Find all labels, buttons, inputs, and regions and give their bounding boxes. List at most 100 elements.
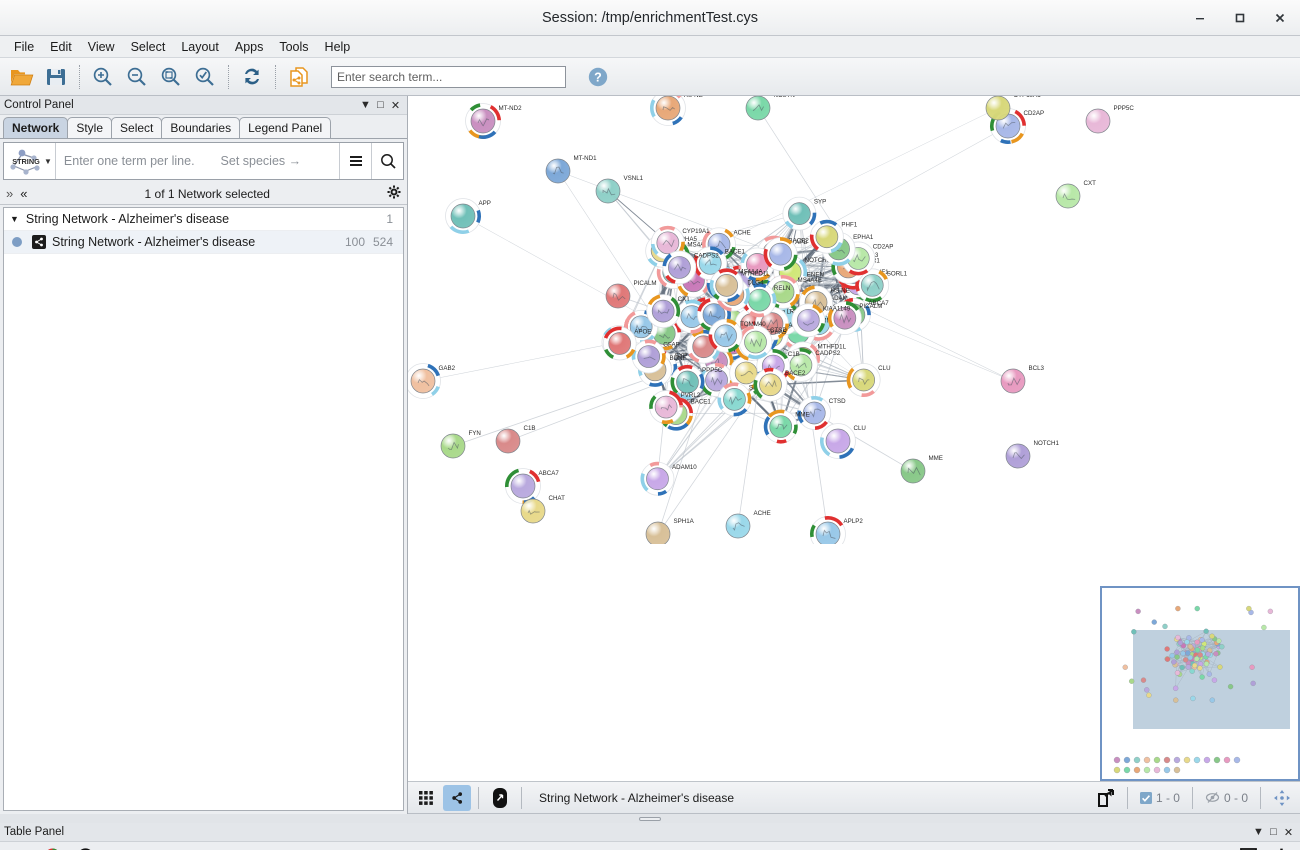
network-view-icon[interactable]: [443, 784, 471, 811]
search-input[interactable]: Enter search term...: [331, 65, 566, 88]
network-node[interactable]: MME: [900, 455, 943, 484]
network-node[interactable]: CADPS2: [783, 348, 841, 382]
zoom-fit-icon[interactable]: [155, 62, 187, 92]
network-node[interactable]: PHF1: [809, 219, 858, 254]
splitter-grip[interactable]: [639, 816, 661, 821]
help-icon[interactable]: ?: [582, 62, 614, 92]
node-sphere[interactable]: [715, 274, 739, 297]
node-sphere[interactable]: [833, 306, 857, 330]
node-sphere[interactable]: [852, 368, 876, 392]
network-node[interactable]: APB: [763, 237, 807, 272]
network-node[interactable]: GFAP: [631, 339, 680, 374]
node-sphere[interactable]: [410, 368, 436, 394]
network-node[interactable]: APOE: [602, 326, 651, 361]
funnel-icon[interactable]: [8, 846, 30, 850]
network-node[interactable]: C1B: [495, 425, 536, 454]
network-node[interactable]: KIAA1149: [791, 303, 851, 338]
network-node[interactable]: ACHE: [725, 510, 771, 539]
minimize-button[interactable]: [1180, 0, 1220, 36]
tab-style[interactable]: Style: [67, 117, 113, 138]
network-node[interactable]: BACE2: [753, 367, 806, 402]
zoom-out-icon[interactable]: [121, 62, 153, 92]
menu-file[interactable]: File: [14, 39, 35, 54]
control-panel-float-icon[interactable]: □: [377, 99, 384, 111]
network-node[interactable]: CLU: [820, 423, 866, 459]
fit-content-icon[interactable]: [1268, 785, 1296, 811]
node-sphere[interactable]: [656, 231, 680, 255]
hidden-nodes-counter[interactable]: 0 - 0: [1200, 791, 1253, 805]
string-dropdown-caret-icon[interactable]: ▼: [44, 156, 52, 166]
node-sphere[interactable]: [825, 428, 851, 454]
node-sphere[interactable]: [676, 370, 699, 394]
donut-ring-icon[interactable]: [74, 846, 96, 850]
node-sphere[interactable]: [748, 288, 771, 312]
node-sphere[interactable]: [637, 345, 661, 368]
network-node[interactable]: GAB2: [408, 363, 456, 399]
node-sphere[interactable]: [608, 332, 632, 355]
node-sphere[interactable]: [787, 202, 811, 225]
tree-root-row[interactable]: ▼ String Network - Alzheimer's disease 1: [4, 208, 403, 231]
refresh-icon[interactable]: [236, 62, 268, 92]
node-sphere[interactable]: [745, 96, 771, 121]
network-node[interactable]: NCSTN: [745, 96, 795, 121]
network-node[interactable]: FYN: [440, 430, 481, 459]
network-nodes[interactable]: MT-ND2 MT-ND1 VSNL1 GAB2 FYN C1B ABCA7 CHAT ACHE…: [408, 96, 1134, 544]
node-sphere[interactable]: [796, 308, 820, 332]
network-node[interactable]: SPH1A: [645, 518, 695, 544]
network-node[interactable]: MTHFD1L: [709, 268, 770, 303]
menu-select[interactable]: Select: [130, 39, 166, 54]
node-sphere[interactable]: [815, 521, 841, 544]
network-node[interactable]: CHAT: [520, 495, 565, 524]
network-node[interactable]: NOTCH1: [1005, 440, 1059, 469]
network-node[interactable]: ADAM10: [640, 461, 697, 496]
node-sphere[interactable]: [654, 395, 678, 419]
network-node[interactable]: SORL1: [855, 268, 908, 303]
node-sphere[interactable]: [860, 273, 884, 297]
network-node[interactable]: CLU: [846, 363, 891, 397]
set-species-link[interactable]: Set species →: [220, 154, 302, 168]
network-node[interactable]: CXT: [1055, 180, 1096, 209]
close-button[interactable]: [1260, 0, 1300, 36]
tab-select[interactable]: Select: [111, 117, 163, 138]
control-panel-close-icon[interactable]: ✕: [390, 99, 401, 112]
network-node[interactable]: CTSD: [738, 325, 787, 360]
node-sphere[interactable]: [985, 96, 1011, 121]
grid-view-icon[interactable]: [412, 785, 440, 811]
network-node[interactable]: CTSD: [797, 396, 846, 430]
network-node[interactable]: CYP19A1: [985, 96, 1041, 121]
network-node[interactable]: MT-ND1: [545, 155, 597, 184]
panel-splitter[interactable]: [0, 814, 1300, 823]
node-sphere[interactable]: [645, 521, 671, 544]
zoom-in-icon[interactable]: [87, 62, 119, 92]
network-overview-birdseye[interactable]: [1100, 586, 1300, 781]
network-node[interactable]: MT-ND2: [465, 103, 523, 139]
pie-chart-icon[interactable]: [41, 846, 63, 850]
network-node[interactable]: PPP5C: [1085, 105, 1134, 134]
tab-network[interactable]: Network: [3, 117, 69, 138]
gear-icon[interactable]: [1270, 846, 1292, 850]
export-network-icon[interactable]: [283, 62, 315, 92]
tab-boundaries[interactable]: Boundaries: [161, 117, 241, 138]
network-node[interactable]: APP: [445, 198, 491, 234]
table-panel-close-icon[interactable]: ✕: [1283, 826, 1294, 839]
node-sphere[interactable]: [655, 96, 681, 121]
network-node[interactable]: MME: [763, 409, 810, 444]
network-node[interactable]: PICALM: [827, 301, 882, 336]
network-node[interactable]: PICALM: [605, 280, 657, 309]
menu-view[interactable]: View: [87, 39, 115, 54]
network-node[interactable]: SYP: [782, 196, 826, 231]
table-panel-minimize-icon[interactable]: ▼: [1253, 826, 1264, 838]
magnifier-icon[interactable]: [371, 143, 403, 179]
hamburger-icon[interactable]: [339, 143, 371, 179]
network-node[interactable]: TOMM40: [708, 318, 766, 353]
string-term-input[interactable]: Enter one term per line. Set species →: [54, 143, 339, 179]
node-sphere[interactable]: [900, 458, 926, 484]
node-sphere[interactable]: [769, 415, 793, 438]
expand-all-icon[interactable]: «: [20, 186, 28, 201]
network-node[interactable]: APLP2: [810, 516, 864, 545]
table-panel-float-icon[interactable]: □: [1270, 826, 1277, 838]
node-sphere[interactable]: [605, 283, 631, 309]
checkbox-checked-icon[interactable]: [1237, 846, 1259, 850]
collapse-all-icon[interactable]: »: [6, 186, 14, 201]
network-node[interactable]: BCL3: [1000, 365, 1045, 394]
